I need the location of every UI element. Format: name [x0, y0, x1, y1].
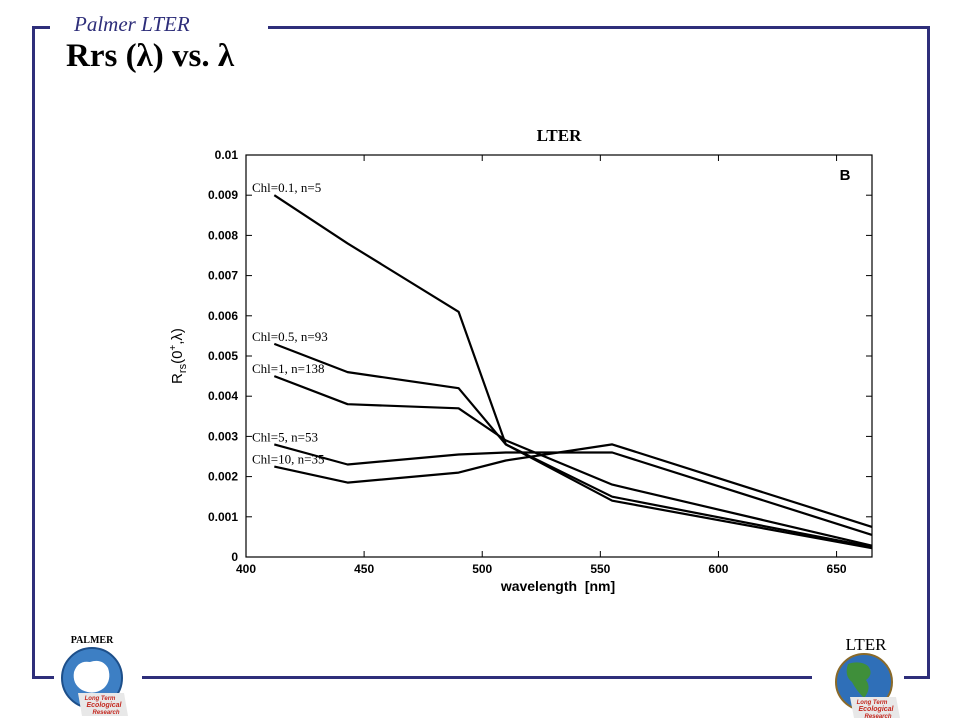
- y-axis-label-sup: +: [168, 345, 179, 351]
- series-line-4: [274, 443, 873, 536]
- y-axis-label: Rrs(0+,λ): [168, 328, 189, 384]
- lter-logo: LTER Long Term Ecological Research: [835, 635, 900, 720]
- x-tick-label: 550: [590, 562, 610, 576]
- y-tick-label: 0.007: [208, 269, 238, 283]
- x-axis-label: wavelength [nm]: [500, 578, 615, 594]
- frame-left: [32, 26, 35, 678]
- y-tick-label: 0.002: [208, 470, 238, 484]
- y-tick-label: 0: [231, 550, 238, 564]
- y-axis-label-tail: ,λ): [169, 328, 186, 345]
- y-tick-label: 0.001: [208, 510, 238, 524]
- frame-bottom-left: [32, 676, 54, 679]
- y-tick-label: 0.003: [208, 429, 238, 443]
- lter-ribbon: [850, 697, 900, 718]
- x-tick-label: 500: [472, 562, 492, 576]
- palmer-logo-caption: PALMER: [71, 635, 114, 646]
- x-tick-label: 450: [354, 562, 374, 576]
- frame-right: [927, 26, 930, 678]
- y-tick-label: 0.008: [208, 228, 238, 242]
- y-tick-label: 0.004: [208, 389, 238, 403]
- slide-title: Rrs (λ) vs. λ: [66, 38, 235, 74]
- lter-ribbon-line2: Ecological: [858, 706, 894, 713]
- plot-area: [245, 154, 873, 558]
- frame-bottom-right: [904, 676, 930, 679]
- chart-labels: Chl=0.1, n=5 Chl=0.5, n=93 Chl=1, n=138 Chl…: [252, 180, 328, 466]
- lter-ribbon-line3: Research: [864, 714, 891, 720]
- y-axis-label-main: R: [169, 373, 186, 384]
- panel-label: B: [840, 167, 851, 184]
- series-line-2: [273, 342, 873, 549]
- series-label-2: Chl=0.5, n=93: [252, 329, 328, 344]
- lter-ribbon-line1: Long Term: [857, 700, 888, 706]
- series-label-4: Chl=5, n=53: [252, 429, 318, 444]
- palmer-ribbon-line2: Ecological: [86, 702, 122, 709]
- antarctica-shape: [73, 660, 110, 693]
- series-label-5: Chl=10, n=35: [252, 452, 324, 467]
- y-tick-label: 0.01: [215, 148, 239, 162]
- palmer-logo: PALMER Long Term Ecological Research: [61, 635, 128, 716]
- chart-ticks: 400 450 500 550 600 650 0 0.001 0.002 0.003 0.004 0…: [208, 148, 872, 576]
- header-text: Palmer LTER: [74, 12, 190, 36]
- series-label-1: Chl=0.1, n=5: [252, 180, 321, 195]
- chart-title: LTER: [537, 126, 582, 145]
- palmer-ribbon: [78, 693, 128, 716]
- continents-shape: [846, 662, 871, 698]
- palmer-ribbon-line1: Long Term: [85, 696, 116, 702]
- y-axis-label-rest: (0: [169, 351, 186, 364]
- series-line-5: [274, 443, 873, 528]
- x-tick-label: 650: [827, 562, 847, 576]
- y-tick-label: 0.005: [208, 349, 238, 363]
- frame-top-left: [32, 26, 50, 29]
- frame-top-right: [268, 26, 930, 29]
- chart-lines: [273, 194, 873, 550]
- palmer-ribbon-line3: Research: [92, 710, 119, 716]
- series-label-3: Chl=1, n=138: [252, 361, 324, 376]
- y-tick-label: 0.009: [208, 188, 238, 202]
- y-axis-label-sub: rs: [177, 363, 189, 373]
- series-line-1: [273, 194, 873, 550]
- lter-logo-caption: LTER: [846, 635, 888, 654]
- y-tick-label: 0.006: [208, 309, 238, 323]
- x-tick-label: 600: [708, 562, 728, 576]
- chart-axes: [245, 154, 873, 558]
- x-tick-label: 400: [236, 562, 256, 576]
- series-line-3: [273, 375, 873, 547]
- frame-bottom-mid: [142, 676, 812, 679]
